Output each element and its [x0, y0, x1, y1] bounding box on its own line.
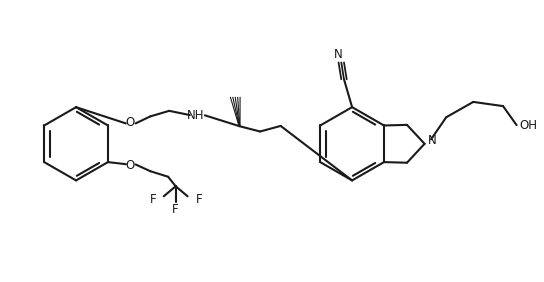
- Text: O: O: [126, 158, 135, 171]
- Text: F: F: [172, 203, 179, 216]
- Text: F: F: [196, 193, 203, 206]
- Text: N: N: [428, 135, 436, 147]
- Text: N: N: [334, 48, 343, 61]
- Text: NH: NH: [187, 109, 204, 122]
- Text: F: F: [150, 193, 156, 206]
- Text: O: O: [126, 116, 135, 129]
- Text: OH: OH: [520, 119, 537, 132]
